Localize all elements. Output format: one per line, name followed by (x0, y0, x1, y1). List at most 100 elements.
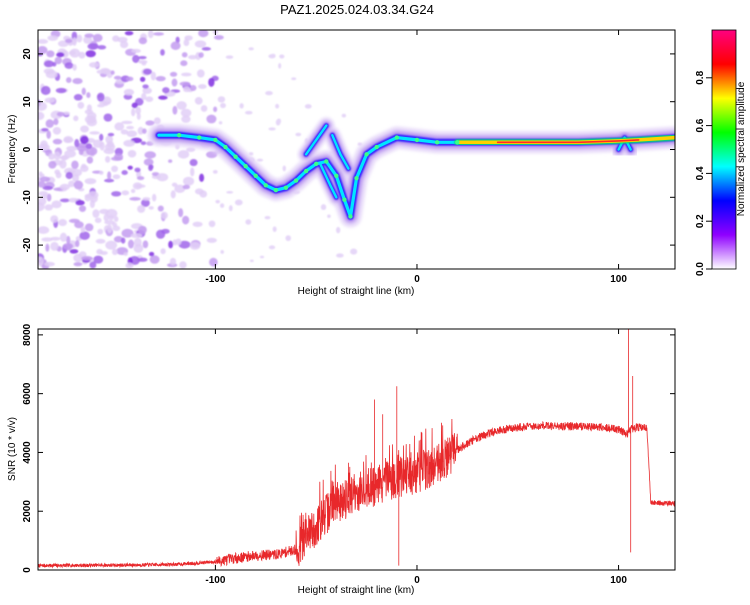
noise-blob (169, 257, 177, 266)
noise-blob (83, 35, 93, 44)
noise-blob (86, 111, 97, 120)
noise-blob (196, 69, 205, 78)
noise-blob (86, 146, 98, 156)
noise-blob (45, 119, 54, 128)
noise-blob (182, 184, 191, 190)
noise-blob (38, 256, 44, 266)
spectrogram-y-tick-label: -20 (22, 237, 33, 252)
noise-blob (99, 170, 104, 175)
secondary-track (319, 162, 338, 199)
noise-blob (53, 118, 59, 126)
noise-blob (175, 238, 182, 246)
noise-blob (52, 127, 62, 135)
spectrogram-y-tick-label: 10 (22, 96, 33, 108)
colorbar-tick-label: 0.8 (695, 70, 706, 84)
noise-blob (65, 171, 73, 180)
noise-blob (181, 52, 188, 58)
noise-blob (73, 180, 84, 190)
snr-y-tick-label: 8000 (22, 323, 33, 346)
noise-blob (198, 30, 209, 38)
noise-blob (148, 251, 155, 257)
noise-blob (45, 70, 58, 79)
noise-blob (190, 167, 195, 177)
colorbar-tick-label: 0.2 (695, 214, 706, 228)
noise-blob (142, 128, 147, 134)
noise-blob (65, 77, 72, 84)
noise-blob (38, 111, 45, 121)
noise-blob (69, 48, 81, 58)
noise-blob (131, 108, 136, 117)
noise-blob (86, 92, 91, 99)
noise-blob (220, 102, 226, 109)
snr-series-line (38, 329, 675, 569)
track-highlight (455, 140, 460, 145)
noise-blob (47, 35, 59, 41)
noise-blob (304, 104, 312, 109)
noise-blob (189, 84, 197, 91)
snr-y-tick-label: 0 (22, 567, 33, 573)
noise-blob (199, 173, 205, 182)
colorbar-tick-label: 0.6 (695, 118, 706, 132)
noise-blob (259, 255, 265, 259)
noise-blob (80, 136, 89, 145)
noise-blob (89, 131, 100, 135)
noise-blob (183, 86, 191, 93)
noise-blob (174, 184, 186, 193)
track-highlight (354, 175, 359, 181)
noise-blob (278, 63, 282, 69)
noise-blob (142, 197, 151, 201)
noise-blob (327, 214, 331, 218)
track-highlight (374, 144, 379, 150)
noise-blob (272, 226, 277, 232)
noise-blob (181, 72, 192, 77)
noise-blob (268, 54, 276, 59)
noise-blob (186, 147, 196, 152)
noise-blob (42, 185, 53, 191)
noise-blob (151, 193, 157, 202)
noise-blob (181, 115, 191, 123)
noise-blob (106, 224, 113, 234)
noise-blob (279, 54, 285, 59)
track-highlight (213, 137, 218, 143)
noise-blob (198, 84, 207, 89)
noise-blob (145, 120, 155, 126)
track-highlight (283, 185, 289, 190)
noise-blob (256, 158, 264, 162)
track-highlight (334, 173, 339, 178)
noise-blob (178, 240, 191, 249)
noise-blob (178, 208, 184, 218)
noise-blob (350, 248, 358, 255)
snr-y-tick-label: 2000 (22, 500, 33, 523)
noise-blob (43, 60, 55, 68)
noise-blob (145, 96, 154, 102)
noise-blob (74, 139, 80, 148)
noise-blob (40, 85, 51, 96)
track-highlights (176, 132, 460, 219)
noise-blob (113, 216, 119, 222)
noise-blob (156, 173, 169, 182)
track-highlight (293, 178, 299, 183)
colorbar-ticks: 0.0 0.2 0.4 0.6 0.8 (695, 70, 712, 276)
noise-blob (105, 240, 118, 250)
noise-blob (38, 143, 50, 151)
noise-blob (38, 101, 47, 111)
noise-blob (213, 35, 224, 40)
noise-blob (142, 68, 153, 75)
snr-x-tick-label: 0 (414, 575, 420, 586)
noise-blob (53, 151, 61, 161)
noise-blob (199, 190, 208, 198)
noise-blob (126, 125, 134, 130)
noise-blob (138, 225, 147, 235)
noise-blob (127, 150, 137, 158)
snr-marks (38, 329, 675, 569)
noise-blob (113, 235, 124, 243)
noise-blob (184, 35, 193, 41)
spectrogram-x-ticks: -100 0 100 (205, 30, 627, 285)
spectrogram-y-tick-label: 20 (22, 48, 33, 60)
noise-blob (56, 111, 65, 117)
noise-blob (168, 159, 173, 163)
noise-blob (87, 191, 99, 200)
snr-y-label: SNR (10 * v/v) (7, 417, 18, 481)
